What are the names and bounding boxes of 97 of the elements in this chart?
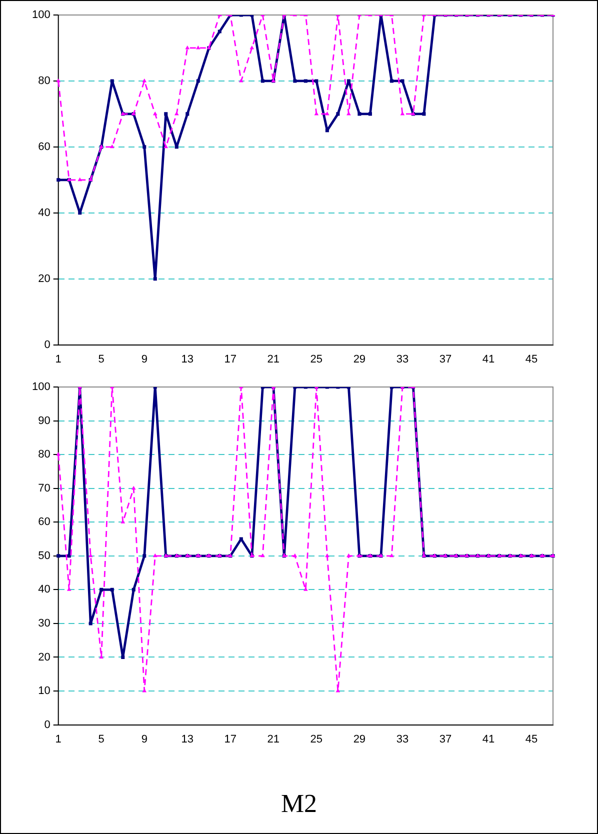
point [120, 520, 126, 524]
x-tick-label: 33 [396, 353, 409, 366]
point [66, 587, 72, 591]
y-tick-label: 60 [38, 140, 50, 153]
point [358, 112, 362, 116]
point [293, 79, 297, 83]
x-tick-label: 33 [396, 733, 409, 746]
point [174, 111, 179, 116]
point [56, 178, 60, 182]
point [304, 79, 308, 83]
x-tick-label: 37 [439, 733, 452, 746]
y-tick-label: 100 [32, 9, 50, 22]
point [110, 144, 114, 148]
x-tick-label: 5 [98, 353, 104, 366]
x-tick-label: 13 [181, 353, 194, 366]
y-tick-label: 40 [38, 206, 50, 219]
point [78, 177, 82, 182]
point [56, 452, 61, 456]
point [78, 211, 82, 215]
point [325, 111, 330, 116]
point [390, 553, 394, 558]
point [218, 30, 222, 34]
point [292, 553, 298, 558]
point [131, 486, 136, 490]
y-tick-label: 30 [38, 617, 50, 630]
point [314, 79, 318, 83]
point [260, 79, 264, 83]
x-tick-label: 29 [353, 733, 366, 746]
point [174, 145, 178, 149]
point [368, 112, 372, 116]
x-tick-label: 37 [439, 353, 452, 366]
point [142, 688, 147, 692]
point [88, 622, 92, 626]
y-tick-label: 90 [38, 414, 50, 427]
x-tick-label: 21 [267, 353, 280, 366]
point [325, 128, 329, 132]
point [142, 554, 146, 558]
point [314, 111, 319, 116]
x-tick-label: 17 [224, 353, 237, 366]
x-tick-label: 9 [141, 733, 148, 746]
point [142, 145, 146, 149]
point [250, 45, 254, 50]
x-tick-label: 41 [482, 353, 495, 366]
point [152, 111, 158, 116]
y-tick-label: 60 [38, 516, 50, 528]
point [132, 588, 136, 592]
point [185, 45, 190, 50]
point [196, 79, 200, 83]
point [260, 553, 265, 558]
y-tick-label: 20 [38, 272, 50, 285]
point [400, 111, 405, 116]
point [142, 78, 147, 82]
y-tick-label: 80 [38, 448, 50, 461]
x-tick-label: 1 [55, 733, 62, 746]
x-tick-label: 17 [224, 733, 237, 746]
y-tick-label: 20 [38, 651, 50, 664]
x-tick-label: 25 [310, 353, 323, 366]
point [121, 655, 125, 660]
y-tick-label: 10 [38, 685, 50, 698]
point [56, 78, 61, 82]
point [390, 79, 394, 83]
y-tick-label: 70 [38, 482, 50, 494]
point [346, 79, 350, 83]
y-tick-label: 50 [38, 550, 50, 562]
x-tick-label: 5 [98, 733, 104, 746]
point [196, 45, 200, 50]
y-tick-label: 80 [38, 74, 50, 87]
point [110, 79, 114, 83]
y-tick-label: 0 [44, 338, 50, 351]
y-tick-label: 0 [44, 718, 50, 731]
point [164, 112, 168, 116]
text: M2 [280, 789, 318, 819]
x-tick-label: 1 [55, 353, 62, 366]
x-tick-label: 45 [525, 353, 538, 366]
x-tick-label: 45 [525, 733, 538, 746]
point [100, 588, 104, 592]
point [164, 144, 168, 148]
y-tick-label: 100 [32, 381, 50, 394]
x-tick-label: 9 [141, 353, 148, 366]
point [238, 78, 244, 82]
point [186, 112, 190, 116]
point [400, 79, 404, 83]
x-tick-label: 21 [267, 733, 280, 746]
point [336, 112, 340, 116]
point [152, 553, 158, 558]
x-tick-label: 13 [181, 733, 194, 746]
point [422, 112, 426, 116]
x-tick-label: 29 [353, 353, 366, 366]
x-tick-label: 25 [310, 733, 323, 746]
point [67, 554, 71, 558]
point [110, 588, 114, 592]
y-tick-label: 40 [38, 584, 50, 596]
point [346, 553, 351, 558]
point [325, 553, 330, 558]
point [56, 554, 60, 558]
point [304, 587, 308, 591]
x-tick-label: 41 [482, 733, 495, 746]
